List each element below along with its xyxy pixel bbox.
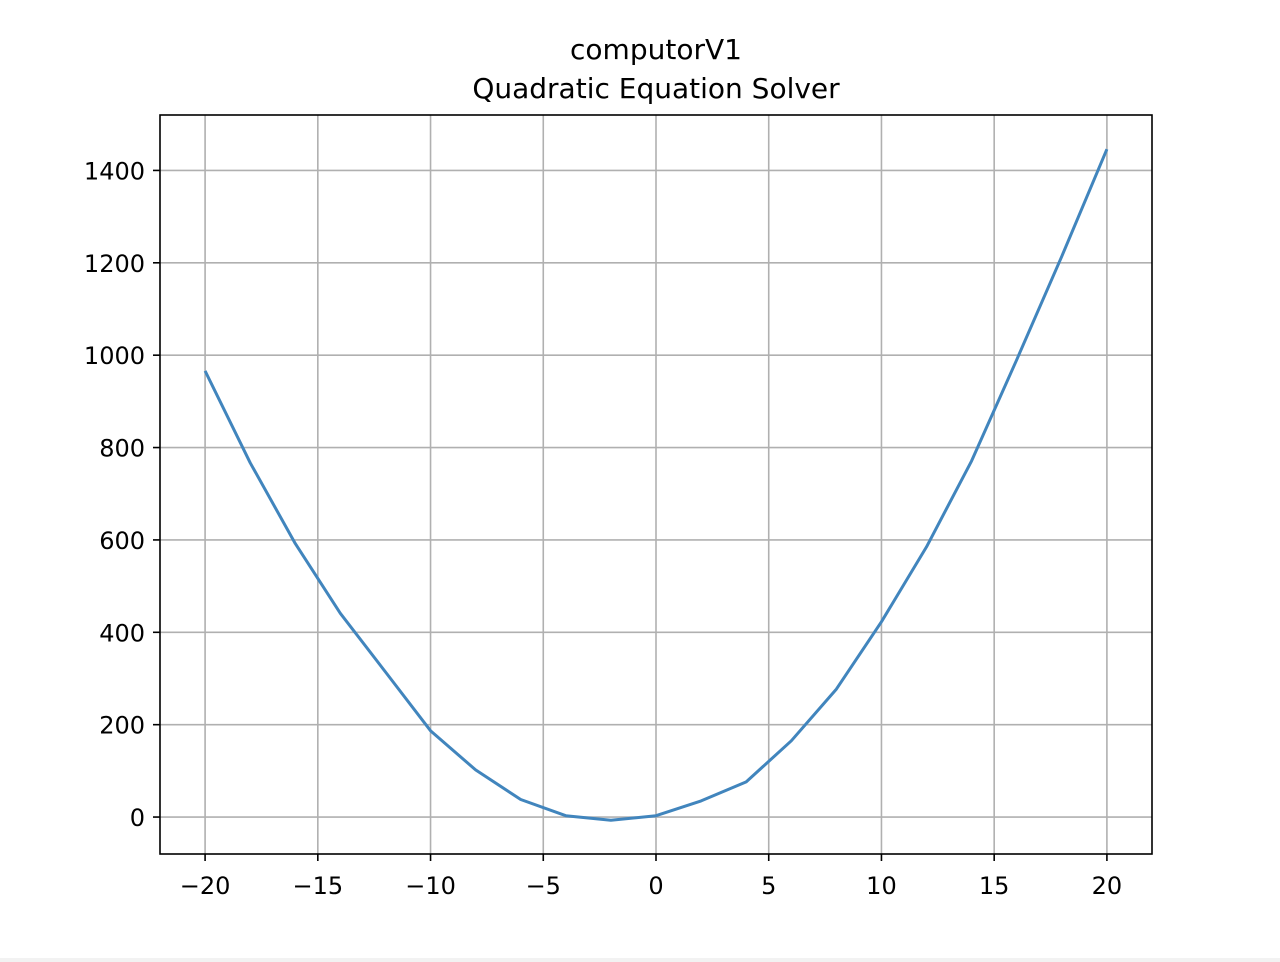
y-tick-label: 1000 (84, 342, 145, 370)
x-tick-label: 5 (761, 872, 776, 900)
x-tick-label: 10 (866, 872, 897, 900)
y-tick-label: 800 (99, 435, 145, 463)
series-line (203, 148, 1109, 822)
y-tick-label: 200 (99, 712, 145, 740)
y-tick-label: 600 (99, 527, 145, 555)
chart-subtitle: Quadratic Equation Solver (472, 72, 840, 105)
axis-ticks: −20 −15 −10 −5 0 5 10 15 20020040060080010001200… (84, 157, 1122, 900)
bottom-divider (0, 958, 1280, 962)
x-tick-label: −20 (180, 872, 231, 900)
chart-title: computorV1 (570, 33, 742, 66)
y-tick-label: 1400 (84, 157, 145, 185)
x-tick-label: 0 (648, 872, 663, 900)
x-tick-label: −10 (405, 872, 456, 900)
x-tick-label: −5 (526, 872, 561, 900)
y-tick-label: 400 (99, 619, 145, 647)
y-tick-label: 0 (130, 804, 145, 832)
x-tick-label: 15 (979, 872, 1010, 900)
grid (160, 115, 1152, 854)
x-tick-label: 20 (1092, 872, 1123, 900)
series-layer (203, 148, 1109, 822)
y-tick-label: 1200 (84, 250, 145, 278)
x-tick-label: −15 (292, 872, 343, 900)
